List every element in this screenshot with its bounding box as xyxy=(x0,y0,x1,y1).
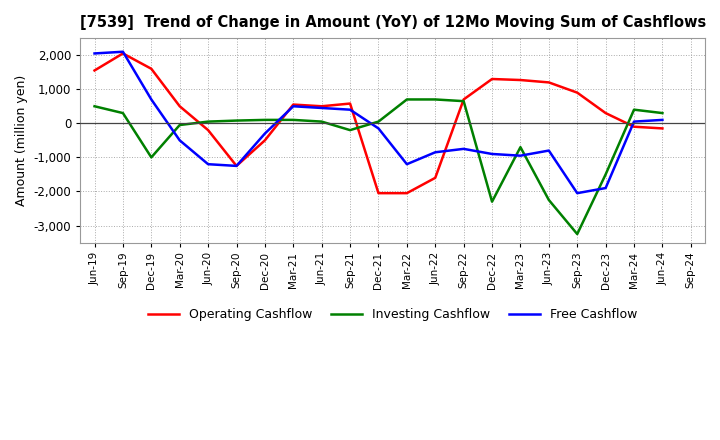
Operating Cashflow xyxy=(90,68,99,73)
Investing Cashflow xyxy=(601,172,610,177)
Operating Cashflow xyxy=(176,104,184,109)
Free Cashflow xyxy=(374,126,383,131)
Investing Cashflow xyxy=(630,107,639,112)
Investing Cashflow xyxy=(459,99,468,104)
Investing Cashflow xyxy=(176,122,184,128)
Free Cashflow xyxy=(232,163,240,169)
Investing Cashflow xyxy=(544,198,553,203)
Operating Cashflow xyxy=(658,126,667,131)
Free Cashflow xyxy=(261,131,269,136)
Y-axis label: Amount (million yen): Amount (million yen) xyxy=(15,75,28,206)
Free Cashflow xyxy=(658,117,667,122)
Operating Cashflow xyxy=(402,191,411,196)
Operating Cashflow xyxy=(232,163,240,169)
Free Cashflow xyxy=(147,97,156,102)
Operating Cashflow xyxy=(630,124,639,129)
Investing Cashflow xyxy=(90,104,99,109)
Free Cashflow xyxy=(601,185,610,191)
Legend: Operating Cashflow, Investing Cashflow, Free Cashflow: Operating Cashflow, Investing Cashflow, … xyxy=(143,303,643,326)
Operating Cashflow xyxy=(147,66,156,71)
Free Cashflow xyxy=(516,153,525,158)
Free Cashflow xyxy=(544,148,553,153)
Investing Cashflow xyxy=(232,118,240,123)
Operating Cashflow xyxy=(261,138,269,143)
Operating Cashflow xyxy=(487,77,496,82)
Investing Cashflow xyxy=(204,119,212,124)
Investing Cashflow xyxy=(431,97,440,102)
Free Cashflow xyxy=(487,151,496,157)
Investing Cashflow xyxy=(318,119,326,124)
Operating Cashflow xyxy=(289,102,297,107)
Investing Cashflow xyxy=(289,117,297,122)
Line: Free Cashflow: Free Cashflow xyxy=(94,52,662,193)
Line: Operating Cashflow: Operating Cashflow xyxy=(94,53,662,193)
Operating Cashflow xyxy=(119,51,127,56)
Line: Investing Cashflow: Investing Cashflow xyxy=(94,99,662,234)
Investing Cashflow xyxy=(374,119,383,124)
Free Cashflow xyxy=(573,191,582,196)
Investing Cashflow xyxy=(487,199,496,204)
Title: [7539]  Trend of Change in Amount (YoY) of 12Mo Moving Sum of Cashflows: [7539] Trend of Change in Amount (YoY) o… xyxy=(79,15,706,30)
Free Cashflow xyxy=(119,49,127,55)
Investing Cashflow xyxy=(119,110,127,116)
Free Cashflow xyxy=(176,138,184,143)
Operating Cashflow xyxy=(544,80,553,85)
Operating Cashflow xyxy=(346,101,354,106)
Free Cashflow xyxy=(318,105,326,110)
Free Cashflow xyxy=(90,51,99,56)
Free Cashflow xyxy=(204,161,212,167)
Operating Cashflow xyxy=(516,77,525,83)
Operating Cashflow xyxy=(573,90,582,95)
Free Cashflow xyxy=(630,119,639,124)
Investing Cashflow xyxy=(658,110,667,116)
Free Cashflow xyxy=(402,161,411,167)
Free Cashflow xyxy=(459,146,468,151)
Operating Cashflow xyxy=(459,97,468,102)
Operating Cashflow xyxy=(318,104,326,109)
Operating Cashflow xyxy=(204,128,212,133)
Operating Cashflow xyxy=(431,175,440,180)
Operating Cashflow xyxy=(601,110,610,116)
Investing Cashflow xyxy=(516,144,525,150)
Investing Cashflow xyxy=(147,155,156,160)
Investing Cashflow xyxy=(261,117,269,122)
Free Cashflow xyxy=(289,104,297,109)
Investing Cashflow xyxy=(346,128,354,133)
Investing Cashflow xyxy=(402,97,411,102)
Investing Cashflow xyxy=(573,231,582,237)
Free Cashflow xyxy=(346,107,354,112)
Operating Cashflow xyxy=(374,191,383,196)
Free Cashflow xyxy=(431,150,440,155)
